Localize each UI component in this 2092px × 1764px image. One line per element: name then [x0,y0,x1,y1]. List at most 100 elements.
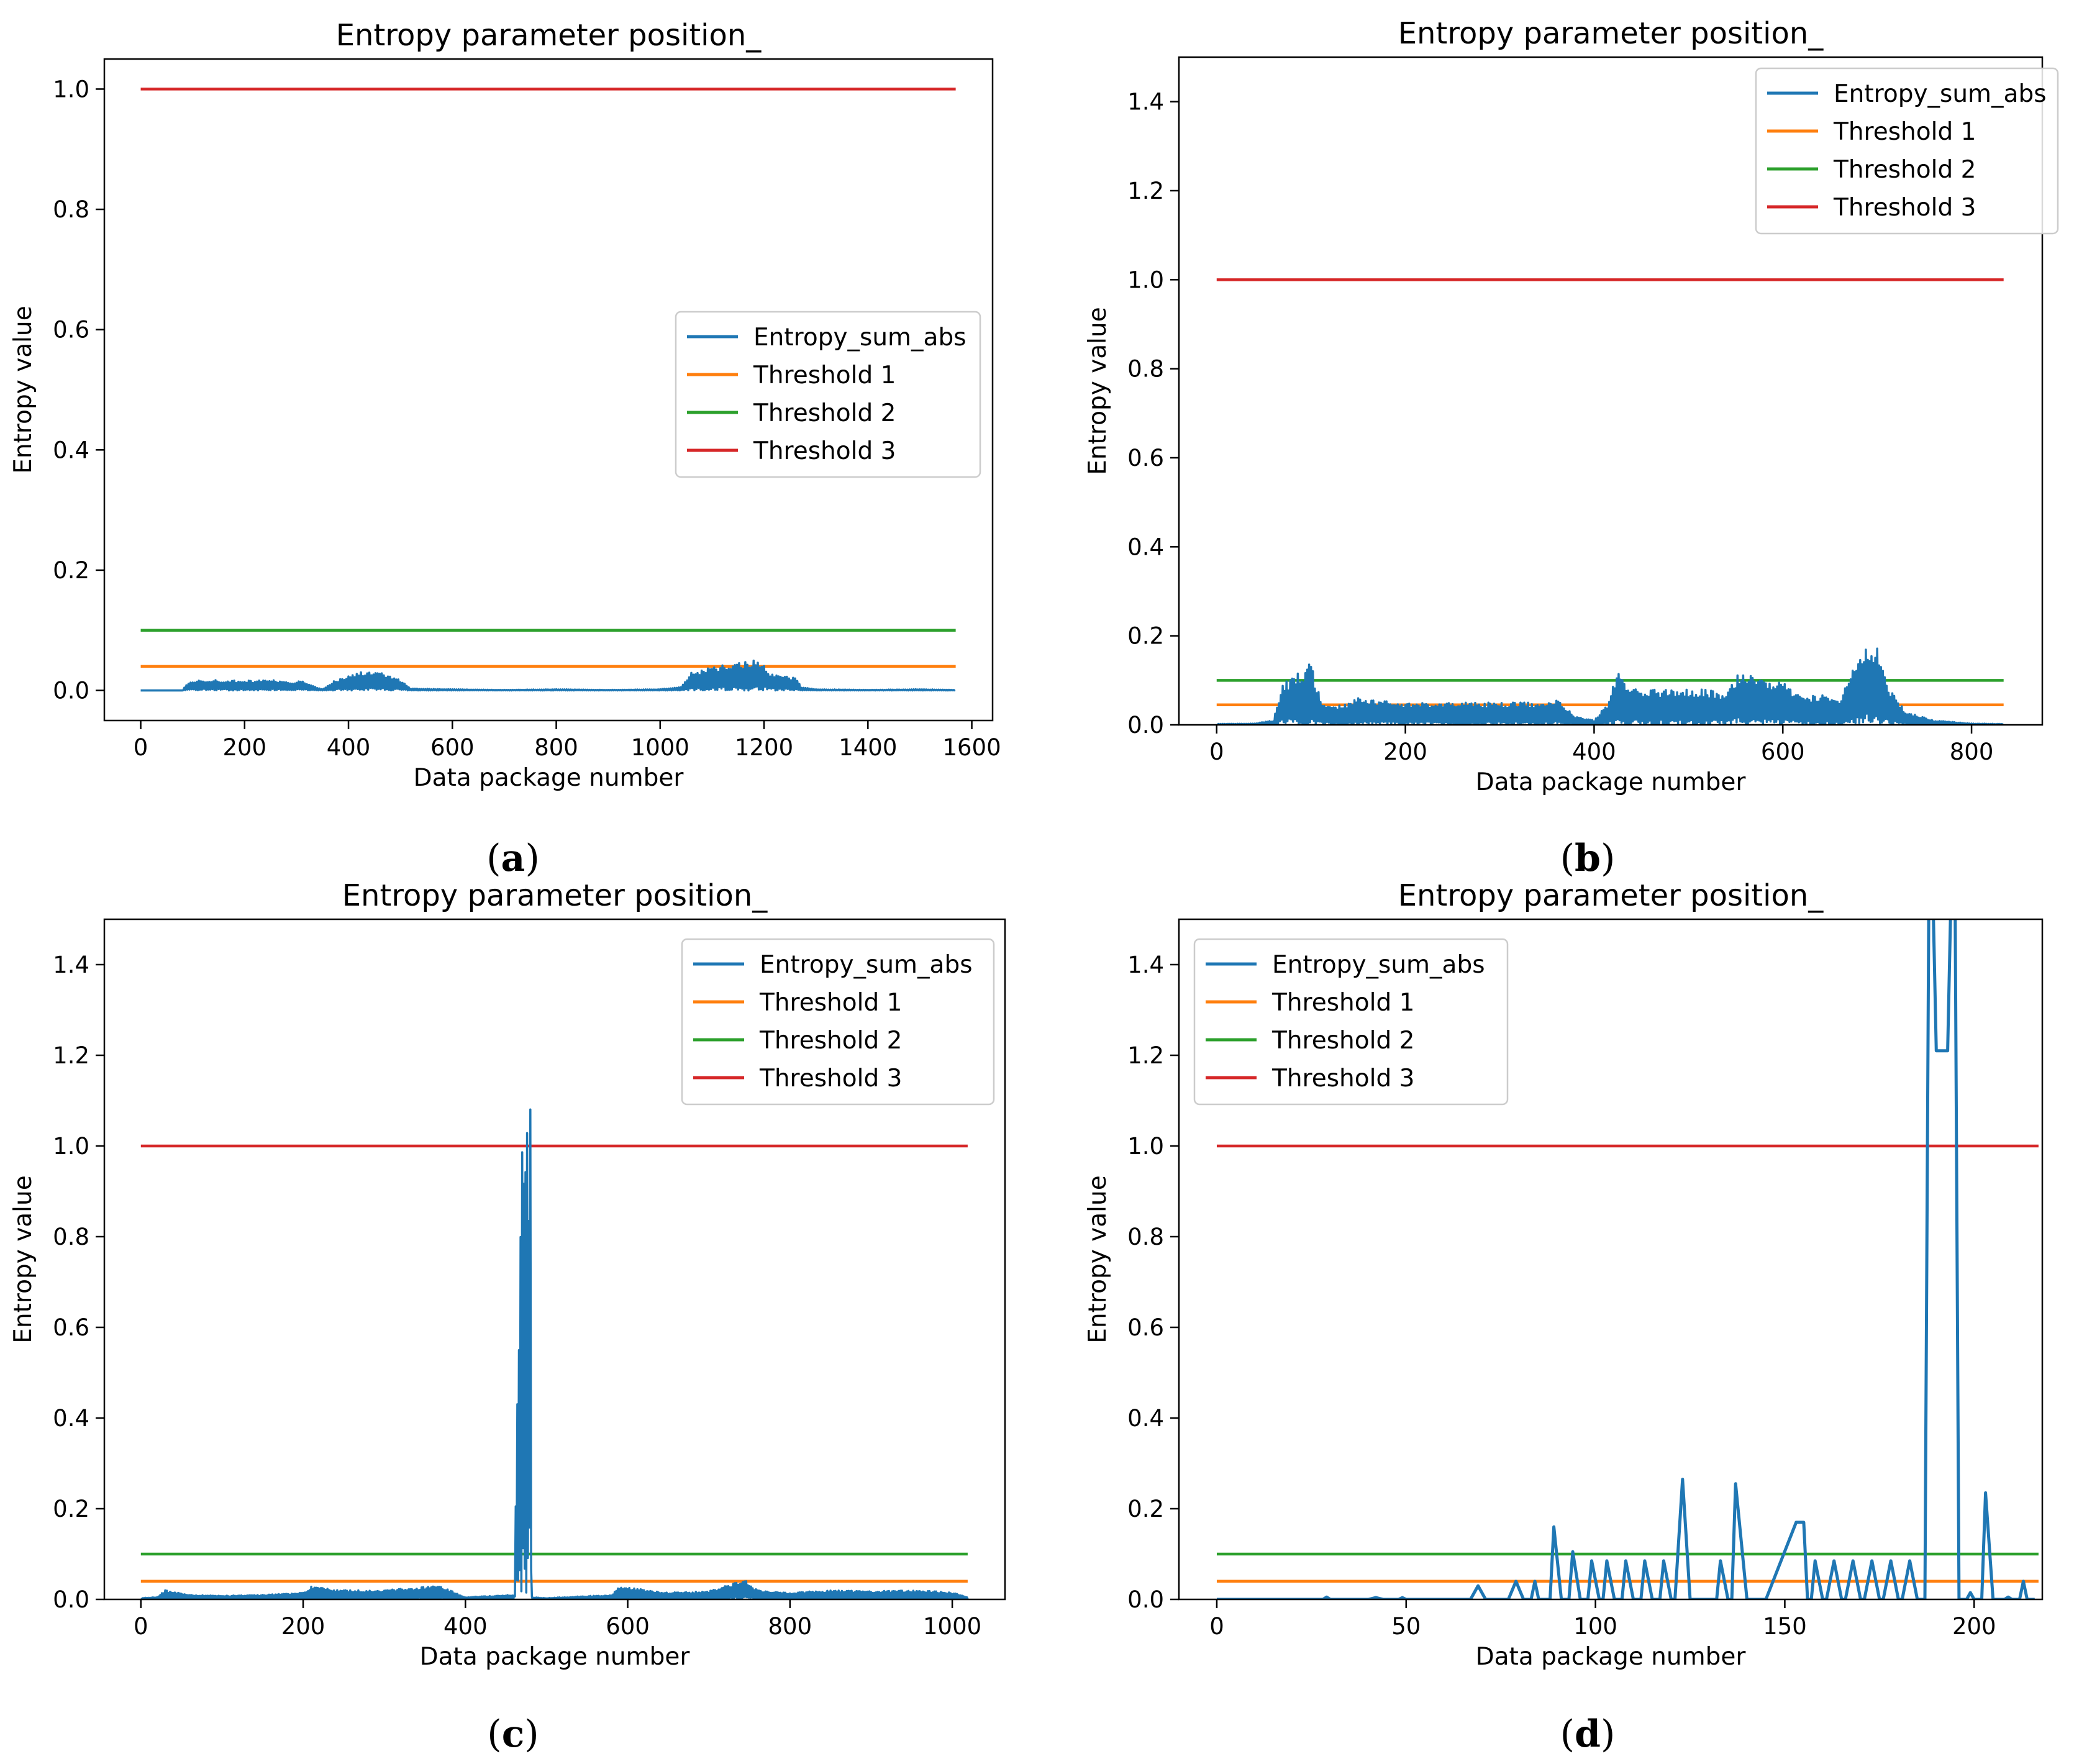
y-tick-label: 0.0 [53,1586,89,1613]
y-tick-label: 0.6 [1127,1314,1164,1341]
y-tick-label: 0.2 [53,557,89,584]
x-tick-label: 1400 [839,734,897,761]
legend-threshold-3-label: Threshold 3 [753,437,896,465]
legend-threshold-2-label: Threshold 2 [759,1027,902,1055]
y-axis-label: Entropy value [1084,1175,1112,1343]
y-tick-label: 0.6 [53,1314,89,1341]
legend-entropy-sum-abs-label: Entropy_sum_abs [753,324,966,352]
y-tick-label: 0.0 [53,678,89,704]
x-tick-label: 1200 [735,734,793,761]
y-tick-label: 0.4 [53,437,89,463]
y-tick-label: 0.8 [53,196,89,223]
axes-frame [1178,56,2044,726]
axes-frame [103,918,1006,1601]
axes-frame [103,58,994,722]
y-tick-label: 1.4 [1127,89,1164,116]
y-tick-label: 1.2 [1127,178,1164,204]
x-tick-label: 200 [1383,739,1427,765]
x-tick-label: 200 [1952,1613,1996,1640]
chart-panel-c: Entropy parameter position_ 0 200 400 600 800… [9,878,1006,1756]
chart-panel-a: Entropy parameter position_ 0 200 400 600 800… [9,18,1001,880]
y-tick-label: 0.8 [53,1224,89,1250]
chart-title: Entropy parameter position_ [1398,878,1824,913]
plot-area [140,1108,969,1599]
panel-label: (d) [1560,1712,1616,1756]
x-tick-label: 800 [534,734,578,761]
entropy-sum-abs-line [140,1108,969,1599]
legend-box [1755,67,2059,235]
legend: Entropy_sum_abs Threshold 1 Threshold 2 Thr… [675,311,981,478]
y-tick-label: 0.0 [1127,712,1164,739]
y-tick-label: 0.0 [1127,1586,1164,1613]
legend-threshold-2-label: Threshold 2 [1833,156,1976,184]
y-tick-label: 1.0 [1127,1133,1164,1160]
y-tick-label: 0.4 [53,1405,89,1432]
x-tick-label: 0 [1209,739,1224,765]
y-tick-label: 1.0 [53,1133,89,1160]
x-tick-label: 400 [443,1613,488,1640]
legend-entropy-sum-abs-label: Entropy_sum_abs [1834,80,2047,108]
x-tick-label: 600 [430,734,475,761]
legend: Entropy_sum_abs Threshold 1 Threshold 2 Thr… [1755,67,2059,235]
legend: Entropy_sum_abs Threshold 1 Threshold 2 Thr… [1193,938,1509,1106]
y-tick-label: 0.4 [1127,534,1164,560]
x-tick-label: 600 [1761,739,1805,765]
y-tick-label: 0.8 [1127,356,1164,383]
x-tick-label: 800 [768,1613,812,1640]
entropy-sum-abs-line [140,659,956,692]
plot-area [140,88,956,692]
x-axis-label: Data package number [1476,1643,1747,1671]
y-tick-label: 0.2 [53,1496,89,1522]
legend-entropy-sum-abs-label: Entropy_sum_abs [760,951,973,979]
y-tick-label: 0.6 [1127,445,1164,471]
chart-panel-b: Entropy parameter position_ 0 200 400 600 800… [1084,16,2059,880]
y-tick-label: 0.8 [1127,1224,1164,1250]
legend-box [1193,938,1509,1106]
y-tick-label: 1.4 [53,952,89,978]
y-tick-label: 0.2 [1127,623,1164,650]
axes-frame [1178,918,2044,1601]
chart-title: Entropy parameter position_ [342,878,768,913]
legend-threshold-3-label: Threshold 3 [1833,194,1976,222]
legend: Entropy_sum_abs Threshold 1 Threshold 2 Thr… [681,938,995,1106]
x-tick-label: 150 [1763,1613,1807,1640]
chart-title: Entropy parameter position_ [1398,16,1824,51]
x-tick-label: 0 [1209,1613,1224,1640]
x-tick-label: 400 [327,734,371,761]
x-axis-label: Data package number [420,1643,691,1671]
y-tick-label: 1.4 [1127,952,1164,978]
chart-panel-d: Entropy parameter position_ 0 50 100 150 200 0… [1084,878,2044,1756]
legend-threshold-1-label: Threshold 1 [753,361,896,389]
legend-threshold-1-label: Threshold 1 [1271,989,1414,1017]
x-tick-label: 0 [134,1613,148,1640]
y-tick-label: 0.2 [1127,1496,1164,1522]
legend-box [675,311,981,478]
x-tick-label: 200 [222,734,266,761]
entropy-sum-abs-line [1216,647,2004,725]
panel-label: (b) [1560,837,1616,880]
legend-threshold-1-label: Threshold 1 [1833,118,1976,146]
legend-threshold-2-label: Threshold 2 [753,399,896,427]
y-axis-label: Entropy value [9,1175,37,1343]
x-tick-label: 800 [1950,739,1994,765]
legend-box [681,938,995,1106]
plot-area [1216,278,2004,725]
x-tick-label: 600 [606,1613,650,1640]
y-tick-label: 1.0 [1127,266,1164,293]
x-tick-label: 1000 [631,734,689,761]
plot-area [1216,919,2039,1599]
x-tick-label: 1600 [942,734,1001,761]
y-tick-label: 1.0 [53,76,89,102]
x-tick-label: 400 [1572,739,1616,765]
x-tick-label: 200 [281,1613,325,1640]
y-tick-label: 0.6 [53,317,89,343]
legend-threshold-2-label: Threshold 2 [1271,1027,1414,1055]
legend-threshold-3-label: Threshold 3 [1271,1065,1414,1093]
y-tick-label: 0.4 [1127,1405,1164,1432]
y-tick-label: 1.2 [1127,1042,1164,1069]
x-axis-label: Data package number [414,764,684,792]
x-tick-label: 0 [134,734,148,761]
legend-threshold-1-label: Threshold 1 [759,989,902,1017]
panel-label: (a) [486,837,540,880]
